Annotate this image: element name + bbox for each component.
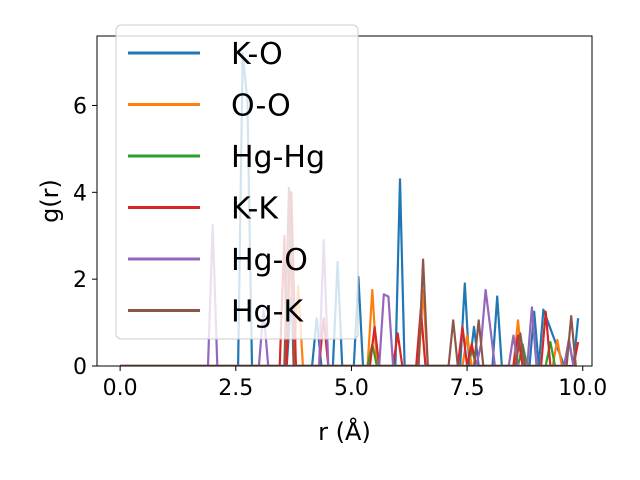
legend-label: Hg-O bbox=[231, 243, 308, 278]
x-tick-label: 0.0 bbox=[103, 376, 138, 401]
legend: K-O O-O Hg-Hg K-K Hg-O Hg-K bbox=[115, 24, 359, 340]
y-tick-label: 0 bbox=[73, 355, 87, 380]
y-tick-label: 4 bbox=[73, 181, 87, 206]
legend-box bbox=[115, 24, 359, 340]
x-tick-label: 5.0 bbox=[334, 376, 369, 401]
x-tick-label: 10.0 bbox=[558, 376, 607, 401]
y-tick-label: 2 bbox=[73, 268, 87, 293]
y-axis-title: g(r) bbox=[36, 179, 64, 223]
series-line-k-k bbox=[120, 191, 580, 366]
x-tick-label: 2.5 bbox=[218, 376, 253, 401]
legend-label: Hg-K bbox=[231, 295, 304, 330]
legend-label: K-O bbox=[231, 37, 283, 72]
series-line-hg-hg bbox=[120, 341, 557, 366]
legend-label: Hg-Hg bbox=[231, 140, 325, 175]
x-tick-label: 7.5 bbox=[450, 376, 485, 401]
y-tick-label: 6 bbox=[73, 94, 87, 119]
legend-label: O-O bbox=[231, 89, 291, 124]
x-axis-title: r (Å) bbox=[318, 417, 371, 446]
legend-label: K-K bbox=[231, 192, 279, 227]
axes-layer: 0.0 2.5 5.0 7.5 10.0 0 2 4 6 r (Å) g(r) bbox=[36, 35, 607, 446]
